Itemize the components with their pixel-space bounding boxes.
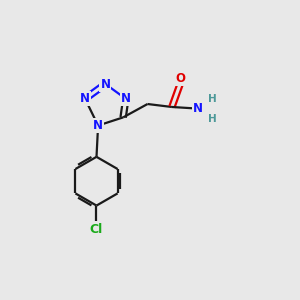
Text: N: N: [121, 92, 131, 105]
Text: O: O: [175, 72, 185, 85]
Text: N: N: [93, 119, 103, 132]
Text: H: H: [208, 114, 216, 124]
Text: N: N: [193, 102, 203, 115]
Text: N: N: [100, 77, 110, 91]
Text: Cl: Cl: [90, 224, 103, 236]
Text: H: H: [208, 94, 216, 104]
Text: N: N: [80, 92, 90, 105]
